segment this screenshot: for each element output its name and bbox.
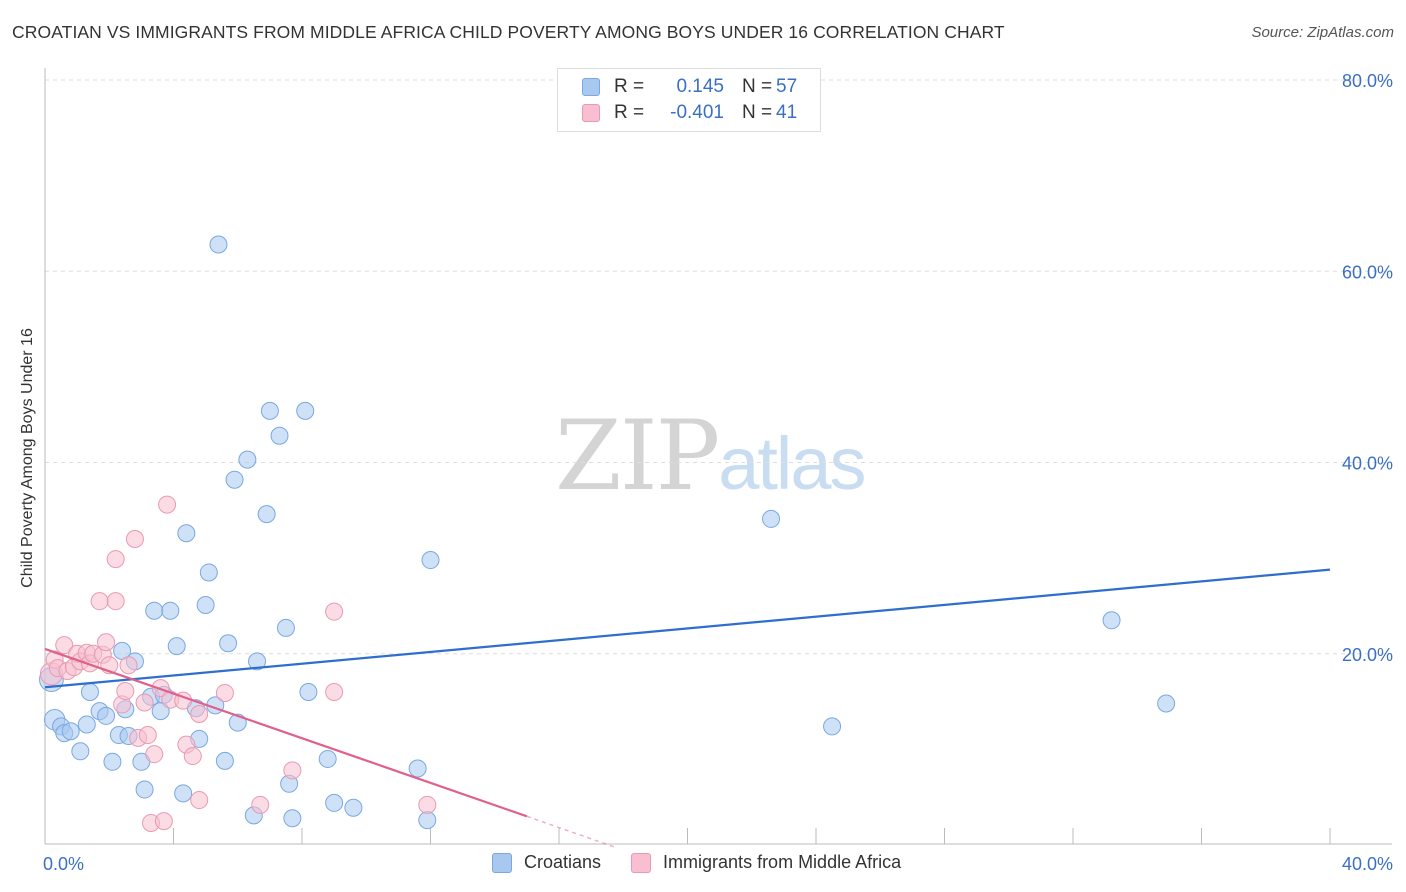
middle-africa-point [125, 530, 144, 548]
legend-n-label: N = [742, 102, 773, 123]
croatians-point [238, 450, 257, 469]
middle-africa-point [418, 795, 437, 814]
croatians-point [248, 652, 267, 671]
croatians-point [299, 683, 318, 701]
legend-label-middle-africa: Immigrants from Middle Africa [663, 852, 902, 872]
croatians-point [196, 595, 215, 614]
series-legend: Croatians Immigrants from Middle Africa [492, 852, 931, 873]
croatians-point [1157, 694, 1176, 713]
legend-r-value: 0.145 [676, 76, 724, 97]
y-tick-label: 80.0% [1342, 71, 1393, 91]
x-tick-label: 0.0% [43, 854, 84, 874]
croatians-point [97, 706, 116, 725]
croatians-point [209, 235, 228, 254]
legend-swatch-middle-africa [631, 852, 652, 873]
legend-row-middle-africa: R = -0.401 N = 41 [582, 101, 816, 125]
croatians-point [276, 618, 295, 637]
watermark: ZIPatlas [555, 400, 867, 512]
middle-africa-point [325, 602, 344, 621]
watermark-zip: ZIP [555, 400, 720, 512]
middle-africa-point [55, 636, 74, 655]
legend-swatch-croatians [492, 852, 512, 873]
middle-africa-point [158, 495, 177, 514]
middle-africa-point [183, 747, 202, 766]
chart-title: CROATIAN VS IMMIGRANTS FROM MIDDLE AFRIC… [12, 22, 1005, 42]
legend-row-croatians: R = 0.145 N = 57 [582, 75, 816, 99]
legend-r-label: R = [614, 102, 645, 123]
croatians-trend-line [44, 568, 1331, 689]
croatians-point [257, 505, 276, 524]
middle-africa-point [138, 726, 157, 745]
middle-africa-trend-extension [526, 815, 618, 849]
watermark-atlas: atlas [718, 422, 866, 505]
middle-africa-trend-line [44, 647, 528, 818]
middle-africa-point [97, 633, 116, 652]
legend-label-croatians: Croatians [524, 852, 602, 872]
croatians-point [71, 742, 90, 761]
croatians-point [161, 601, 180, 620]
middle-africa-point [145, 745, 164, 764]
croatians-point [61, 722, 80, 741]
croatians-point [408, 759, 427, 778]
legend-n-label: N = [742, 76, 773, 97]
middle-africa-point [135, 693, 154, 712]
croatians-point [418, 811, 437, 830]
legend-r-label: R = [614, 76, 645, 97]
legend-swatch-croatians [582, 78, 600, 96]
middle-africa-point [215, 683, 234, 702]
middle-africa-point [119, 656, 138, 675]
source-label: Source: ZipAtlas.com [1251, 24, 1394, 41]
legend-item-middle-africa[interactable]: Immigrants from Middle Africa [631, 852, 901, 873]
middle-africa-point [283, 761, 302, 780]
croatians-point [296, 401, 315, 420]
croatians-point [135, 780, 154, 799]
middle-africa-point [106, 550, 125, 569]
middle-africa-point [325, 683, 344, 701]
middle-africa-point [251, 795, 270, 814]
croatians-point [103, 752, 122, 771]
legend-n-value: 57 [776, 76, 798, 97]
croatians-point [145, 601, 164, 620]
croatians-point [344, 798, 363, 817]
y-tick-label: 40.0% [1342, 454, 1393, 474]
croatians-point [77, 715, 96, 734]
croatians-point [325, 793, 344, 812]
croatians-point [177, 524, 196, 543]
croatians-point [260, 401, 279, 420]
croatians-point [80, 683, 99, 701]
croatians-point [1102, 611, 1121, 630]
correlation-legend: R = 0.145 N = 57 R = -0.401 N = 41 [557, 68, 821, 132]
middle-africa-point [116, 682, 135, 701]
croatians-point [167, 637, 186, 656]
legend-r-value: -0.401 [670, 102, 724, 123]
legend-item-croatians[interactable]: Croatians [492, 852, 601, 873]
croatians-point [762, 509, 781, 528]
middle-africa-point [190, 791, 209, 810]
x-tick-label: 40.0% [1342, 854, 1393, 874]
middle-africa-point [190, 704, 209, 723]
y-tick-label: 60.0% [1342, 262, 1393, 282]
croatians-point [318, 749, 337, 768]
croatians-point [421, 551, 440, 570]
middle-africa-point [106, 592, 125, 611]
legend-n-value: 41 [776, 102, 798, 123]
croatians-point [174, 784, 193, 803]
middle-africa-point [154, 812, 173, 831]
legend-swatch-middle-africa [582, 104, 600, 122]
middle-africa-point [90, 592, 109, 611]
croatians-point [270, 426, 289, 445]
y-tick-label: 20.0% [1342, 645, 1393, 665]
croatians-point [219, 634, 238, 653]
croatians-point [215, 751, 234, 770]
croatians-point [225, 470, 244, 489]
croatians-point [823, 717, 842, 736]
croatians-point [199, 563, 218, 582]
croatians-point [283, 809, 302, 828]
